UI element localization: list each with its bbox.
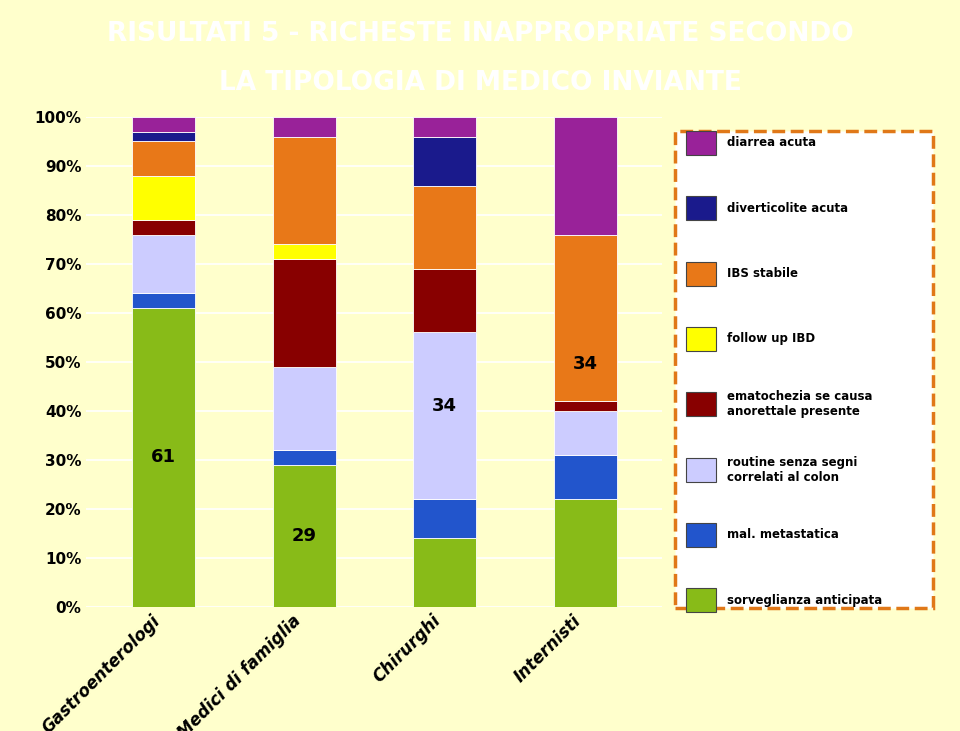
Bar: [413, 499, 476, 538]
Bar: [554, 411, 616, 455]
Text: diarrea acuta: diarrea acuta: [728, 137, 817, 149]
Bar: [554, 401, 616, 411]
FancyBboxPatch shape: [686, 458, 716, 482]
Bar: [273, 137, 336, 244]
FancyBboxPatch shape: [686, 327, 716, 351]
Text: routine senza segni
correlati al colon: routine senza segni correlati al colon: [728, 455, 858, 484]
Text: diverticolite acuta: diverticolite acuta: [728, 202, 849, 215]
FancyBboxPatch shape: [686, 262, 716, 286]
FancyBboxPatch shape: [676, 131, 932, 607]
FancyBboxPatch shape: [686, 523, 716, 547]
Bar: [132, 308, 195, 607]
Bar: [273, 259, 336, 367]
Text: 34: 34: [432, 397, 457, 415]
FancyBboxPatch shape: [686, 393, 716, 416]
Text: follow up IBD: follow up IBD: [728, 333, 815, 346]
Bar: [554, 455, 616, 499]
Bar: [413, 137, 476, 186]
Bar: [273, 465, 336, 607]
Bar: [132, 141, 195, 175]
Text: 29: 29: [292, 527, 317, 545]
Bar: [413, 186, 476, 269]
Bar: [413, 333, 476, 499]
Bar: [273, 367, 336, 450]
Bar: [132, 220, 195, 235]
Text: RISULTATI 5 - RICHESTE INAPPROPRIATE SECONDO: RISULTATI 5 - RICHESTE INAPPROPRIATE SEC…: [107, 21, 853, 47]
Bar: [554, 499, 616, 607]
Bar: [132, 117, 195, 132]
Bar: [132, 175, 195, 220]
Text: LA TIPOLOGIA DI MEDICO INVIANTE: LA TIPOLOGIA DI MEDICO INVIANTE: [219, 69, 741, 96]
Text: 61: 61: [151, 448, 177, 466]
Bar: [273, 117, 336, 137]
Bar: [413, 269, 476, 333]
FancyBboxPatch shape: [686, 197, 716, 220]
Bar: [554, 117, 616, 235]
Bar: [132, 132, 195, 141]
Text: sorveglianza anticipata: sorveglianza anticipata: [728, 594, 882, 607]
Text: ematochezia se causa
anorettale presente: ematochezia se causa anorettale presente: [728, 390, 873, 418]
Text: 34: 34: [572, 355, 598, 374]
Bar: [413, 117, 476, 137]
Bar: [273, 450, 336, 465]
Bar: [132, 235, 195, 293]
Bar: [132, 293, 195, 308]
FancyBboxPatch shape: [686, 131, 716, 155]
Text: mal. metastatica: mal. metastatica: [728, 529, 839, 542]
Bar: [554, 235, 616, 401]
Text: IBS stabile: IBS stabile: [728, 267, 799, 280]
FancyBboxPatch shape: [686, 588, 716, 613]
Bar: [273, 244, 336, 259]
Bar: [413, 538, 476, 607]
